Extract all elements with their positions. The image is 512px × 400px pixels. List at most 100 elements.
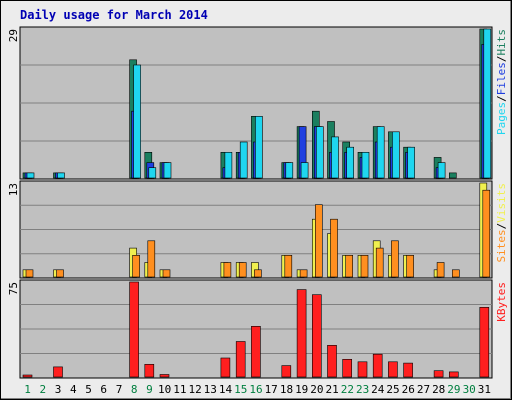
bar-kbytes-day-26 — [403, 362, 413, 378]
bar-hits-day-29 — [448, 172, 457, 179]
bar-sites-day-10 — [162, 269, 171, 278]
bar-sites-day-9 — [147, 240, 156, 278]
x-tick-day-24: 24 — [371, 383, 385, 396]
bar-pages-day-19 — [300, 162, 309, 179]
bar-kbytes-day-21 — [327, 344, 337, 378]
x-tick-day-15: 15 — [234, 383, 247, 396]
x-tick-day-18: 18 — [280, 383, 293, 396]
legend-separator: / — [495, 56, 508, 63]
x-tick-day-1: 1 — [24, 383, 31, 396]
x-tick-day-4: 4 — [70, 383, 77, 396]
bar-kbytes-day-28 — [433, 370, 444, 378]
x-tick-day-9: 9 — [146, 383, 153, 396]
bar-pages-day-26 — [407, 146, 415, 179]
x-tick-day-20: 20 — [310, 383, 323, 396]
x-tick-day-5: 5 — [85, 383, 92, 396]
bar-sites-day-18 — [284, 255, 293, 278]
x-tick-day-29: 29 — [447, 383, 460, 396]
bar-sites-day-25 — [391, 240, 399, 278]
panel-2-ymax-label: 13 — [7, 183, 20, 196]
bar-kbytes-day-3 — [53, 366, 63, 378]
bar-kbytes-day-15 — [235, 341, 246, 378]
panel-1-ymax-label: 29 — [7, 29, 20, 42]
bar-sites-day-8 — [132, 255, 140, 278]
x-tick-day-22: 22 — [341, 383, 354, 396]
legend-hits: Hits — [495, 29, 508, 56]
panel-3-legend: KBytes — [495, 282, 508, 322]
legend-visits: Visits — [495, 183, 508, 223]
legend-separator: / — [495, 95, 508, 102]
chart-title: Daily usage for March 2014 — [20, 8, 208, 22]
bar-sites-day-1 — [25, 269, 34, 278]
bar-sites-day-20 — [314, 204, 323, 278]
legend-separator: / — [495, 223, 508, 230]
x-tick-day-7: 7 — [116, 383, 123, 396]
legend-pages: Pages — [495, 102, 508, 135]
x-tick-day-19: 19 — [295, 383, 308, 396]
panel-1-legend: Pages/Files/Hits — [495, 29, 508, 135]
bar-kbytes-day-8 — [129, 281, 139, 378]
x-tick-day-27: 27 — [417, 383, 430, 396]
bar-kbytes-day-16 — [251, 325, 261, 378]
bar-pages-day-25 — [392, 131, 400, 179]
x-tick-day-16: 16 — [249, 383, 262, 396]
bar-sites-day-3 — [56, 269, 64, 278]
bar-sites-day-26 — [406, 255, 414, 278]
bar-kbytes-day-23 — [357, 361, 368, 378]
x-tick-day-17: 17 — [265, 383, 278, 396]
x-tick-day-11: 11 — [173, 383, 186, 396]
x-tick-day-3: 3 — [55, 383, 62, 396]
bar-pages-day-9 — [148, 167, 157, 179]
bar-kbytes-day-1 — [22, 374, 33, 378]
legend-sites: Sites — [495, 229, 508, 262]
bar-kbytes-day-22 — [342, 358, 353, 378]
bar-kbytes-day-9 — [144, 363, 155, 378]
panel-3: 75 KBytes — [7, 279, 508, 379]
bar-sites-day-19 — [299, 269, 308, 278]
x-tick-day-30: 30 — [463, 383, 476, 396]
bar-sites-day-15 — [238, 262, 247, 278]
bar-pages-day-21 — [331, 136, 339, 179]
bar-pages-day-15 — [239, 141, 248, 179]
bar-sites-day-14 — [223, 262, 232, 278]
bar-sites-day-16 — [254, 269, 262, 278]
bar-kbytes-day-29 — [448, 371, 459, 378]
panel-2: 13 Sites/Visits — [7, 180, 508, 279]
bar-pages-day-22 — [346, 146, 355, 179]
bar-sites-day-23 — [360, 255, 369, 278]
bar-pages-day-28 — [437, 162, 446, 179]
bar-kbytes-day-20 — [311, 294, 322, 378]
bar-kbytes-day-19 — [296, 289, 307, 378]
legend-kbytes: KBytes — [495, 282, 508, 322]
legend-files: Files — [495, 62, 508, 95]
bar-sites-day-29 — [451, 269, 460, 278]
bar-pages-day-8 — [133, 64, 141, 179]
bar-kbytes-day-31 — [479, 306, 490, 378]
x-tick-day-23: 23 — [356, 383, 369, 396]
x-tick-day-14: 14 — [219, 383, 233, 396]
x-tick-day-28: 28 — [432, 383, 445, 396]
x-tick-day-6: 6 — [100, 383, 107, 396]
bar-sites-day-24 — [375, 247, 384, 278]
x-tick-day-25: 25 — [386, 383, 399, 396]
bar-pages-day-1 — [26, 172, 35, 179]
bar-kbytes-day-25 — [388, 361, 398, 378]
x-tick-day-21: 21 — [325, 383, 338, 396]
bar-sites-day-28 — [436, 262, 445, 278]
bar-pages-day-31 — [483, 28, 492, 179]
x-tick-labels: 1 2 3 4 5 6 7 8 9 10 11 12 13 14 15 16 17 18 19 20 21 22 23 24 2… — [24, 383, 491, 396]
bar-sites-day-22 — [345, 255, 354, 278]
x-tick-day-10: 10 — [158, 383, 171, 396]
bar-pages-day-20 — [315, 126, 324, 179]
bar-pages-day-23 — [361, 152, 370, 179]
bar-pages-day-24 — [376, 126, 385, 179]
x-tick-day-12: 12 — [188, 383, 201, 396]
bar-sites-day-21 — [330, 218, 338, 278]
bar-pages-day-3 — [57, 172, 65, 179]
bar-pages-day-18 — [285, 162, 294, 179]
panel-3-ymax-label: 75 — [7, 282, 20, 295]
bar-kbytes-day-14 — [220, 357, 231, 378]
